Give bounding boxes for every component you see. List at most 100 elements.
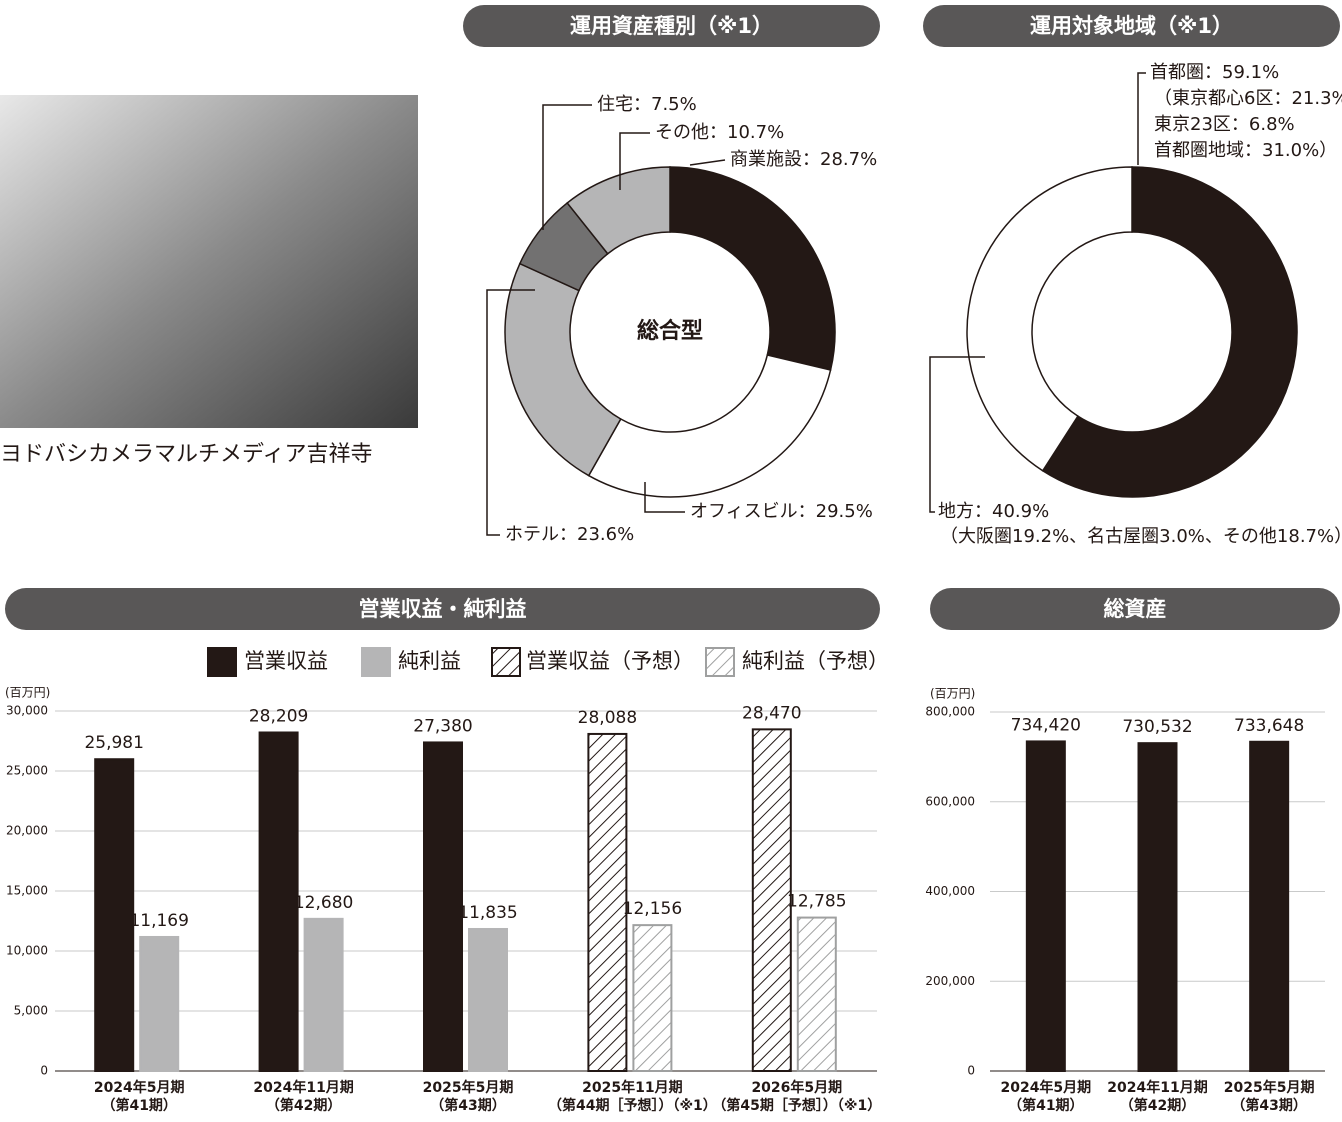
center-label: 総合型 <box>637 318 703 344</box>
x-tick-label: （第43期） <box>430 1097 505 1114</box>
y-tick-label: 30,000 <box>6 704 48 718</box>
donut-slice <box>966 166 1133 472</box>
legend-label: 営業収益（予想） <box>526 649 694 673</box>
bar <box>303 917 344 1073</box>
y-tick-label: 800,000 <box>925 705 975 719</box>
slice-label: その他：10.7% <box>655 122 784 143</box>
value-label: 28,209 <box>249 706 308 726</box>
photo <box>0 95 418 428</box>
x-tick-label: 2026年5月期 <box>751 1079 842 1096</box>
x-tick-label: 2025年5月期 <box>1224 1079 1315 1096</box>
slice-note: （大阪圏19.2%、名古屋圏3.0%、その他18.7%） <box>940 526 1342 547</box>
x-tick-label: 2024年11月期 <box>1107 1079 1207 1096</box>
legend-label: 純利益（予想） <box>742 649 889 673</box>
legend-swatch <box>207 647 237 677</box>
x-tick-label: （第45期［予想］）（※1） <box>712 1097 881 1114</box>
slice-note: 東京23区：6.8% <box>1154 114 1295 135</box>
bar <box>468 927 508 1072</box>
section-header <box>923 5 1340 47</box>
legend-swatch <box>361 647 391 677</box>
legend-swatch <box>491 647 521 677</box>
slice-label: 地方：40.9% <box>938 501 1049 522</box>
leader-line <box>689 159 726 166</box>
leader-line <box>929 356 985 513</box>
x-tick-label: （第41期） <box>101 1097 176 1114</box>
legend-swatch <box>705 647 735 677</box>
x-tick-label: 2024年5月期 <box>1000 1079 1091 1096</box>
value-label: 730,532 <box>1122 717 1192 737</box>
value-label: 733,648 <box>1234 716 1304 736</box>
leader-line <box>486 289 535 536</box>
x-tick-label: 2024年5月期 <box>94 1079 185 1096</box>
slice-label: 商業施設：28.7% <box>730 149 877 170</box>
y-tick-label: 600,000 <box>925 794 975 808</box>
section-title: 営業収益・純利益 <box>359 597 527 621</box>
legend-label: 純利益 <box>398 649 461 673</box>
bar <box>94 758 135 1073</box>
legend-label: 営業収益 <box>244 649 328 673</box>
slice-note: 首都圏地域：31.0%） <box>1154 140 1337 161</box>
value-label: 12,680 <box>294 893 353 913</box>
x-tick-label: 2025年11月期 <box>582 1079 682 1096</box>
photo-caption: ヨドバシカメラマルチメディア吉祥寺 <box>0 442 372 467</box>
donut-slice <box>669 166 836 371</box>
slice-label: ホテル：23.6% <box>505 524 634 545</box>
value-label: 28,470 <box>742 703 801 723</box>
y-tick-label: 20,000 <box>6 824 48 838</box>
donut-slice <box>566 166 671 255</box>
section-header <box>463 5 880 47</box>
section-title: 運用対象地域（※1） <box>1030 14 1233 38</box>
axis-unit: (百万円) <box>5 686 50 700</box>
donut-slice <box>587 354 832 498</box>
x-tick-label: 2024年11月期 <box>253 1079 353 1096</box>
section-header <box>5 588 880 630</box>
y-tick-label: 400,000 <box>925 884 975 898</box>
bar <box>587 732 628 1072</box>
x-tick-label: （第43期） <box>1231 1097 1306 1114</box>
slice-note: （東京都心6区：21.3% <box>1154 88 1342 109</box>
section-title: 総資産 <box>1104 597 1167 621</box>
value-label: 11,835 <box>458 903 517 923</box>
leader-line <box>542 104 592 230</box>
bar <box>423 741 463 1072</box>
value-label: 12,785 <box>787 892 846 912</box>
bar <box>796 916 837 1073</box>
y-tick-label: 0 <box>967 1064 975 1078</box>
bar <box>1025 740 1066 1072</box>
slice-label: 首都圏：59.1% <box>1150 62 1279 83</box>
x-tick-label: （第41期） <box>1008 1097 1083 1114</box>
slice-label: 住宅：7.5% <box>597 94 697 115</box>
value-label: 11,169 <box>129 911 188 931</box>
section-header <box>930 588 1340 630</box>
bar <box>751 728 792 1072</box>
value-label: 25,981 <box>84 733 143 753</box>
y-tick-label: 10,000 <box>6 944 48 958</box>
bar <box>1137 742 1178 1072</box>
value-label: 734,420 <box>1011 715 1081 735</box>
leader-line <box>1137 72 1146 165</box>
x-tick-label: （第42期） <box>266 1097 341 1114</box>
axis-unit: (百万円) <box>930 687 975 701</box>
y-tick-label: 15,000 <box>6 884 48 898</box>
bar <box>258 731 299 1072</box>
value-label: 12,156 <box>623 899 682 919</box>
x-tick-label: （第44期［予想］）（※1） <box>548 1097 717 1114</box>
section-title: 運用資産種別（※1） <box>570 14 773 38</box>
y-tick-label: 25,000 <box>6 764 48 778</box>
y-tick-label: 200,000 <box>925 974 975 988</box>
bar <box>1249 740 1290 1072</box>
x-tick-label: 2025年5月期 <box>423 1079 514 1096</box>
bar <box>632 924 673 1072</box>
donut-slice <box>1041 166 1298 498</box>
leader-line <box>619 132 650 190</box>
value-label: 28,088 <box>578 708 637 728</box>
donut-slice <box>504 262 622 477</box>
slice-label: オフィスビル：29.5% <box>690 501 873 522</box>
x-tick-label: （第42期） <box>1120 1097 1195 1114</box>
leader-line <box>644 482 685 513</box>
y-tick-label: 0 <box>40 1064 48 1078</box>
bar <box>139 935 180 1072</box>
value-label: 27,380 <box>413 716 472 736</box>
y-tick-label: 5,000 <box>14 1004 48 1018</box>
